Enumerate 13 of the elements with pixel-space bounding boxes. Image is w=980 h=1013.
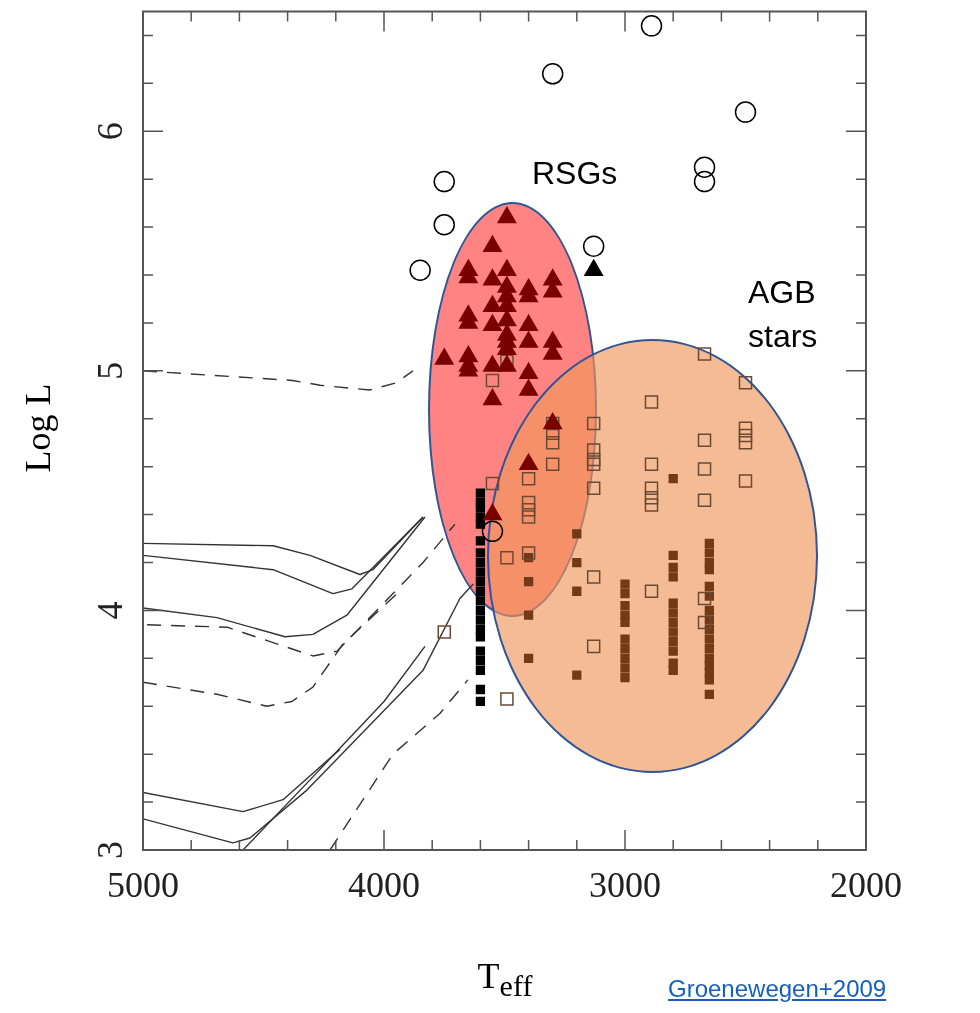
x-tick-label: 5000 <box>107 865 179 906</box>
x-axis-title: T$_{eff}$ <box>477 955 533 1004</box>
y-tick-label: 6 <box>90 122 131 141</box>
y-axis-title: Log L <box>17 383 59 473</box>
x-tick-label: 3000 <box>589 865 661 906</box>
x-tick-label: 2000 <box>830 865 902 906</box>
y-tick-label: 5 <box>90 361 131 380</box>
y-tick-label: 3 <box>90 841 131 859</box>
text: Groenewegen+2009 <box>668 975 887 1003</box>
annotation: AGB stars <box>748 273 819 356</box>
x-tick-label: 4000 <box>348 865 420 906</box>
annotation: RSGs <box>532 155 618 192</box>
y-tick-label: 4 <box>90 601 131 620</box>
